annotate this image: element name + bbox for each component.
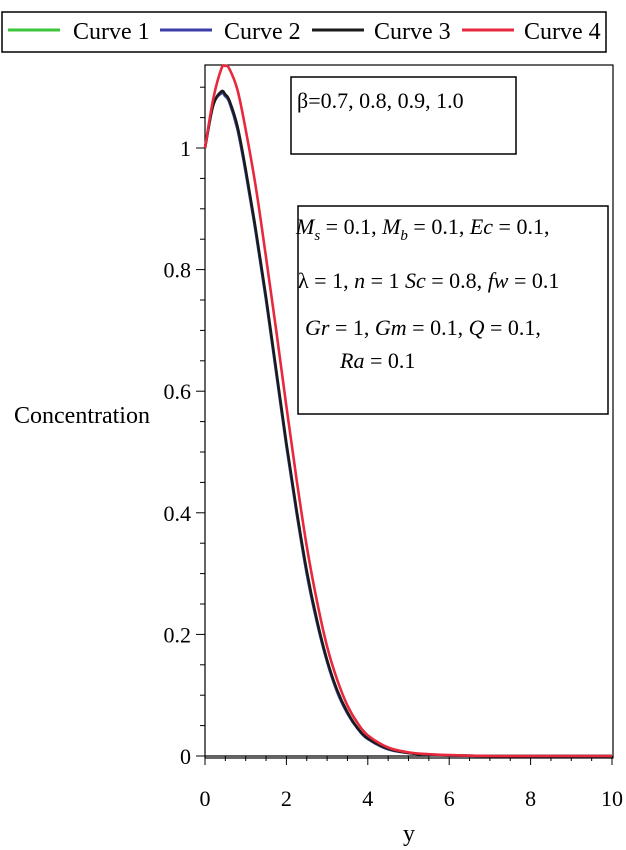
legend-item-curve-1: Curve 1 [8,19,150,45]
series-lines [203,64,612,758]
x-tick-label: 8 [525,786,536,811]
beta-annotation: β=0.7, 0.8, 0.9, 1.0 [290,76,517,155]
legend-item-curve-2: Curve 2 [160,19,301,45]
legend-label-curve-4: Curve 4 [524,19,601,45]
series-line-curve-3 [203,89,612,758]
x-tick-label: 0 [200,786,211,811]
y-tick-label: 0 [180,744,191,769]
beta-annotation-frame [290,76,517,155]
series-line-curve-2 [203,91,612,758]
legend-item-curve-3: Curve 3 [312,19,451,45]
parameter-annotation-frame [297,205,609,415]
legend-frame [1,11,607,53]
axes [196,86,613,765]
legend-item-curve-4: Curve 4 [462,19,601,45]
parameter-line-3: Gr = 1, Gm = 0.1, Q = 0.1, [305,315,541,340]
y-tick-label: 0.4 [164,501,192,526]
legend-label-curve-3: Curve 3 [374,19,451,45]
parameter-annotation: Ms = 0.1, Mb = 0.1, Ec = 0.1, λ = 1, n =… [295,205,609,415]
legend-label-curve-1: Curve 1 [73,19,150,45]
x-axis-label: y [403,821,415,847]
x-tick-labels: 0 2 4 6 8 10 [200,786,624,811]
beta-annotation-text: β=0.7, 0.8, 0.9, 1.0 [297,88,464,113]
legend-label-curve-2: Curve 2 [224,19,301,45]
y-tick-label: 0.6 [164,379,192,404]
x-tick-label: 6 [444,786,455,811]
parameter-line-1: Ms = 0.1, Mb = 0.1, Ec = 0.1, [295,214,549,244]
y-tick-label: 1 [180,136,191,161]
x-tick-label: 4 [362,786,373,811]
series-line-curve-4 [203,64,612,758]
y-axis-label: Concentration [14,403,150,429]
y-tick-labels: 0 0.2 0.4 0.6 0.8 1 [164,136,192,769]
parameter-line-2: λ = 1, n = 1 Sc = 0.8, fw = 0.1 [298,268,559,293]
parameter-line-4: Ra = 0.1 [339,348,415,373]
series-line-curve-1 [203,91,612,758]
y-tick-label: 0.8 [164,258,192,283]
x-tick-label: 2 [281,786,292,811]
x-tick-label: 10 [601,786,623,811]
legend: Curve 1 Curve 2 Curve 3 Curve 4 [1,11,607,53]
y-tick-label: 0.2 [164,622,192,647]
